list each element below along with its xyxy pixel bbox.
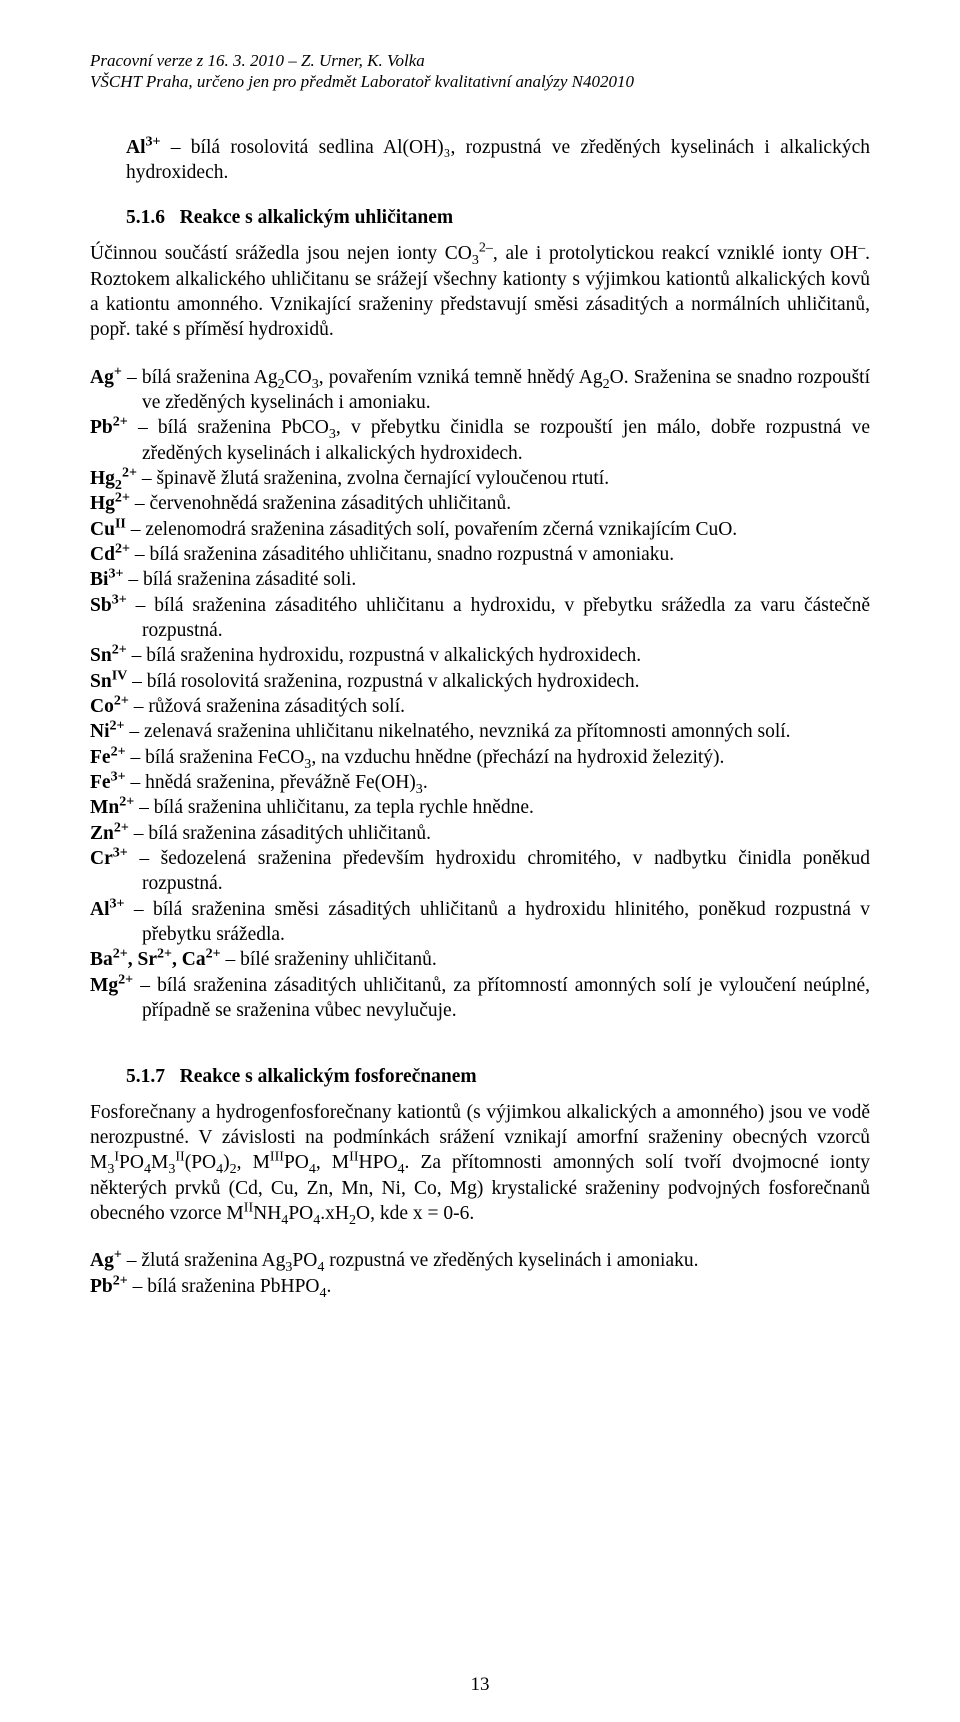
ion-list-516: Ag+ – bílá sraženina Ag2CO3, povařením v… xyxy=(90,365,870,1024)
ion-entry: Hg2+ – červenohnědá sraženina zásaditých… xyxy=(90,491,870,516)
ion-entry: Co2+ – růžová sraženina zásaditých solí. xyxy=(90,694,870,719)
ion-entry: Pb2+ – bílá sraženina PbCO3, v přebytku … xyxy=(90,415,870,466)
page: Pracovní verze z 16. 3. 2010 – Z. Urner,… xyxy=(0,0,960,1722)
header-line-1: Pracovní verze z 16. 3. 2010 – Z. Urner,… xyxy=(90,50,870,71)
ion-entry: Ag+ – žlutá sraženina Ag3PO4 rozpustná v… xyxy=(90,1248,870,1273)
ion-list-517: Ag+ – žlutá sraženina Ag3PO4 rozpustná v… xyxy=(90,1248,870,1299)
ion-entry: Bi3+ – bílá sraženina zásadité soli. xyxy=(90,567,870,592)
section-517-para: Fosforečnany a hydrogenfosforečnany kati… xyxy=(90,1100,870,1227)
ion-entry: Sb3+ – bílá sraženina zásaditého uhličit… xyxy=(90,593,870,644)
ion-entry: Fe3+ – hnědá sraženina, převážně Fe(OH)3… xyxy=(90,770,870,795)
section-516-number: 5.1.6 xyxy=(126,207,165,228)
section-517-number: 5.1.7 xyxy=(126,1066,165,1087)
ion-entry: Cd2+ – bílá sraženina zásaditého uhličit… xyxy=(90,542,870,567)
ion-entry: Mn2+ – bílá sraženina uhličitanu, za tep… xyxy=(90,795,870,820)
ion-entry: Zn2+ – bílá sraženina zásaditých uhličit… xyxy=(90,821,870,846)
section-517-heading: 5.1.7 Reakce s alkalickým fosforečnanem xyxy=(126,1066,870,1088)
intro-ion: Al3+ xyxy=(126,137,161,158)
ion-entry: Ba2+, Sr2+, Ca2+ – bílé sraženiny uhliči… xyxy=(90,947,870,972)
ion-entry: Sn2+ – bílá sraženina hydroxidu, rozpust… xyxy=(90,643,870,668)
ion-entry: Al3+ – bílá sraženina směsi zásaditých u… xyxy=(90,897,870,948)
ion-entry: SnIV – bílá rosolovitá sraženina, rozpus… xyxy=(90,669,870,694)
ion-entry: Cr3+ – šedozelená sraženina především hy… xyxy=(90,846,870,897)
ion-entry: Ag+ – bílá sraženina Ag2CO3, povařením v… xyxy=(90,365,870,416)
ion-entry: Hg22+ – špinavě žlutá sraženina, zvolna … xyxy=(90,466,870,491)
section-516-title: Reakce s alkalickým uhličitanem xyxy=(180,207,454,228)
ion-entry: Mg2+ – bílá sraženina zásaditých uhličit… xyxy=(90,973,870,1024)
section-516-heading: 5.1.6 Reakce s alkalickým uhličitanem xyxy=(126,207,870,229)
section-517-title: Reakce s alkalickým fosforečnanem xyxy=(180,1066,477,1087)
ion-entry: Fe2+ – bílá sraženina FeCO3, na vzduchu … xyxy=(90,745,870,770)
section-516-para: Účinnou součástí srážedla jsou nejen ion… xyxy=(90,241,870,342)
intro-text: – bílá rosolovitá sedlina Al(OH)₃, rozpu… xyxy=(126,137,870,183)
intro-paragraph: Al3+ – bílá rosolovitá sedlina Al(OH)₃, … xyxy=(126,135,870,186)
page-number: 13 xyxy=(0,1674,960,1696)
ion-entry: CuII – zelenomodrá sraženina zásaditých … xyxy=(90,517,870,542)
header-line-2: VŠCHT Praha, určeno jen pro předmět Labo… xyxy=(90,71,870,92)
ion-entry: Pb2+ – bílá sraženina PbHPO4. xyxy=(90,1274,870,1299)
ion-entry: Ni2+ – zelenavá sraženina uhličitanu nik… xyxy=(90,719,870,744)
